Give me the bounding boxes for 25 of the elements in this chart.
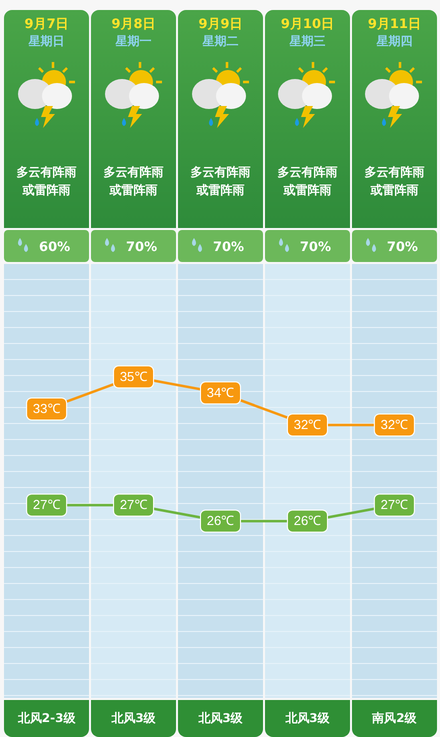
- x-tick-label: 9月9日: [198, 17, 243, 32]
- text: 星期一: [114, 34, 152, 48]
- text: 星期二: [202, 34, 238, 48]
- text: 70%: [212, 240, 244, 255]
- text: 多云有阵雨或雷阵雨: [364, 165, 424, 197]
- text: 多云有阵雨或雷阵雨: [104, 165, 164, 197]
- text: 北风3级: [110, 711, 157, 725]
- text: 70%: [386, 240, 418, 255]
- x-tick-label: 9月7日: [24, 17, 69, 32]
- text: 星期四: [375, 34, 412, 48]
- text: 南风2级: [371, 711, 418, 725]
- text: 北风3级: [197, 711, 244, 725]
- text: 北风2-3级: [16, 711, 76, 725]
- text: 星期日: [28, 34, 65, 48]
- x-tick-label: 9月11日: [368, 17, 421, 32]
- text: 多云有阵雨或雷阵雨: [277, 165, 338, 197]
- text: 北风3级: [284, 711, 331, 725]
- text: 星期三: [288, 34, 326, 48]
- x-tick-label: 9月10日: [280, 17, 334, 32]
- text: 多云有阵雨或雷阵雨: [16, 165, 77, 197]
- x-tick-label: 9月8日: [112, 17, 156, 32]
- text: 多云有阵雨或雷阵雨: [190, 165, 250, 197]
- text: 70%: [126, 240, 158, 255]
- text: 70%: [300, 240, 332, 255]
- text: 60%: [39, 240, 70, 255]
